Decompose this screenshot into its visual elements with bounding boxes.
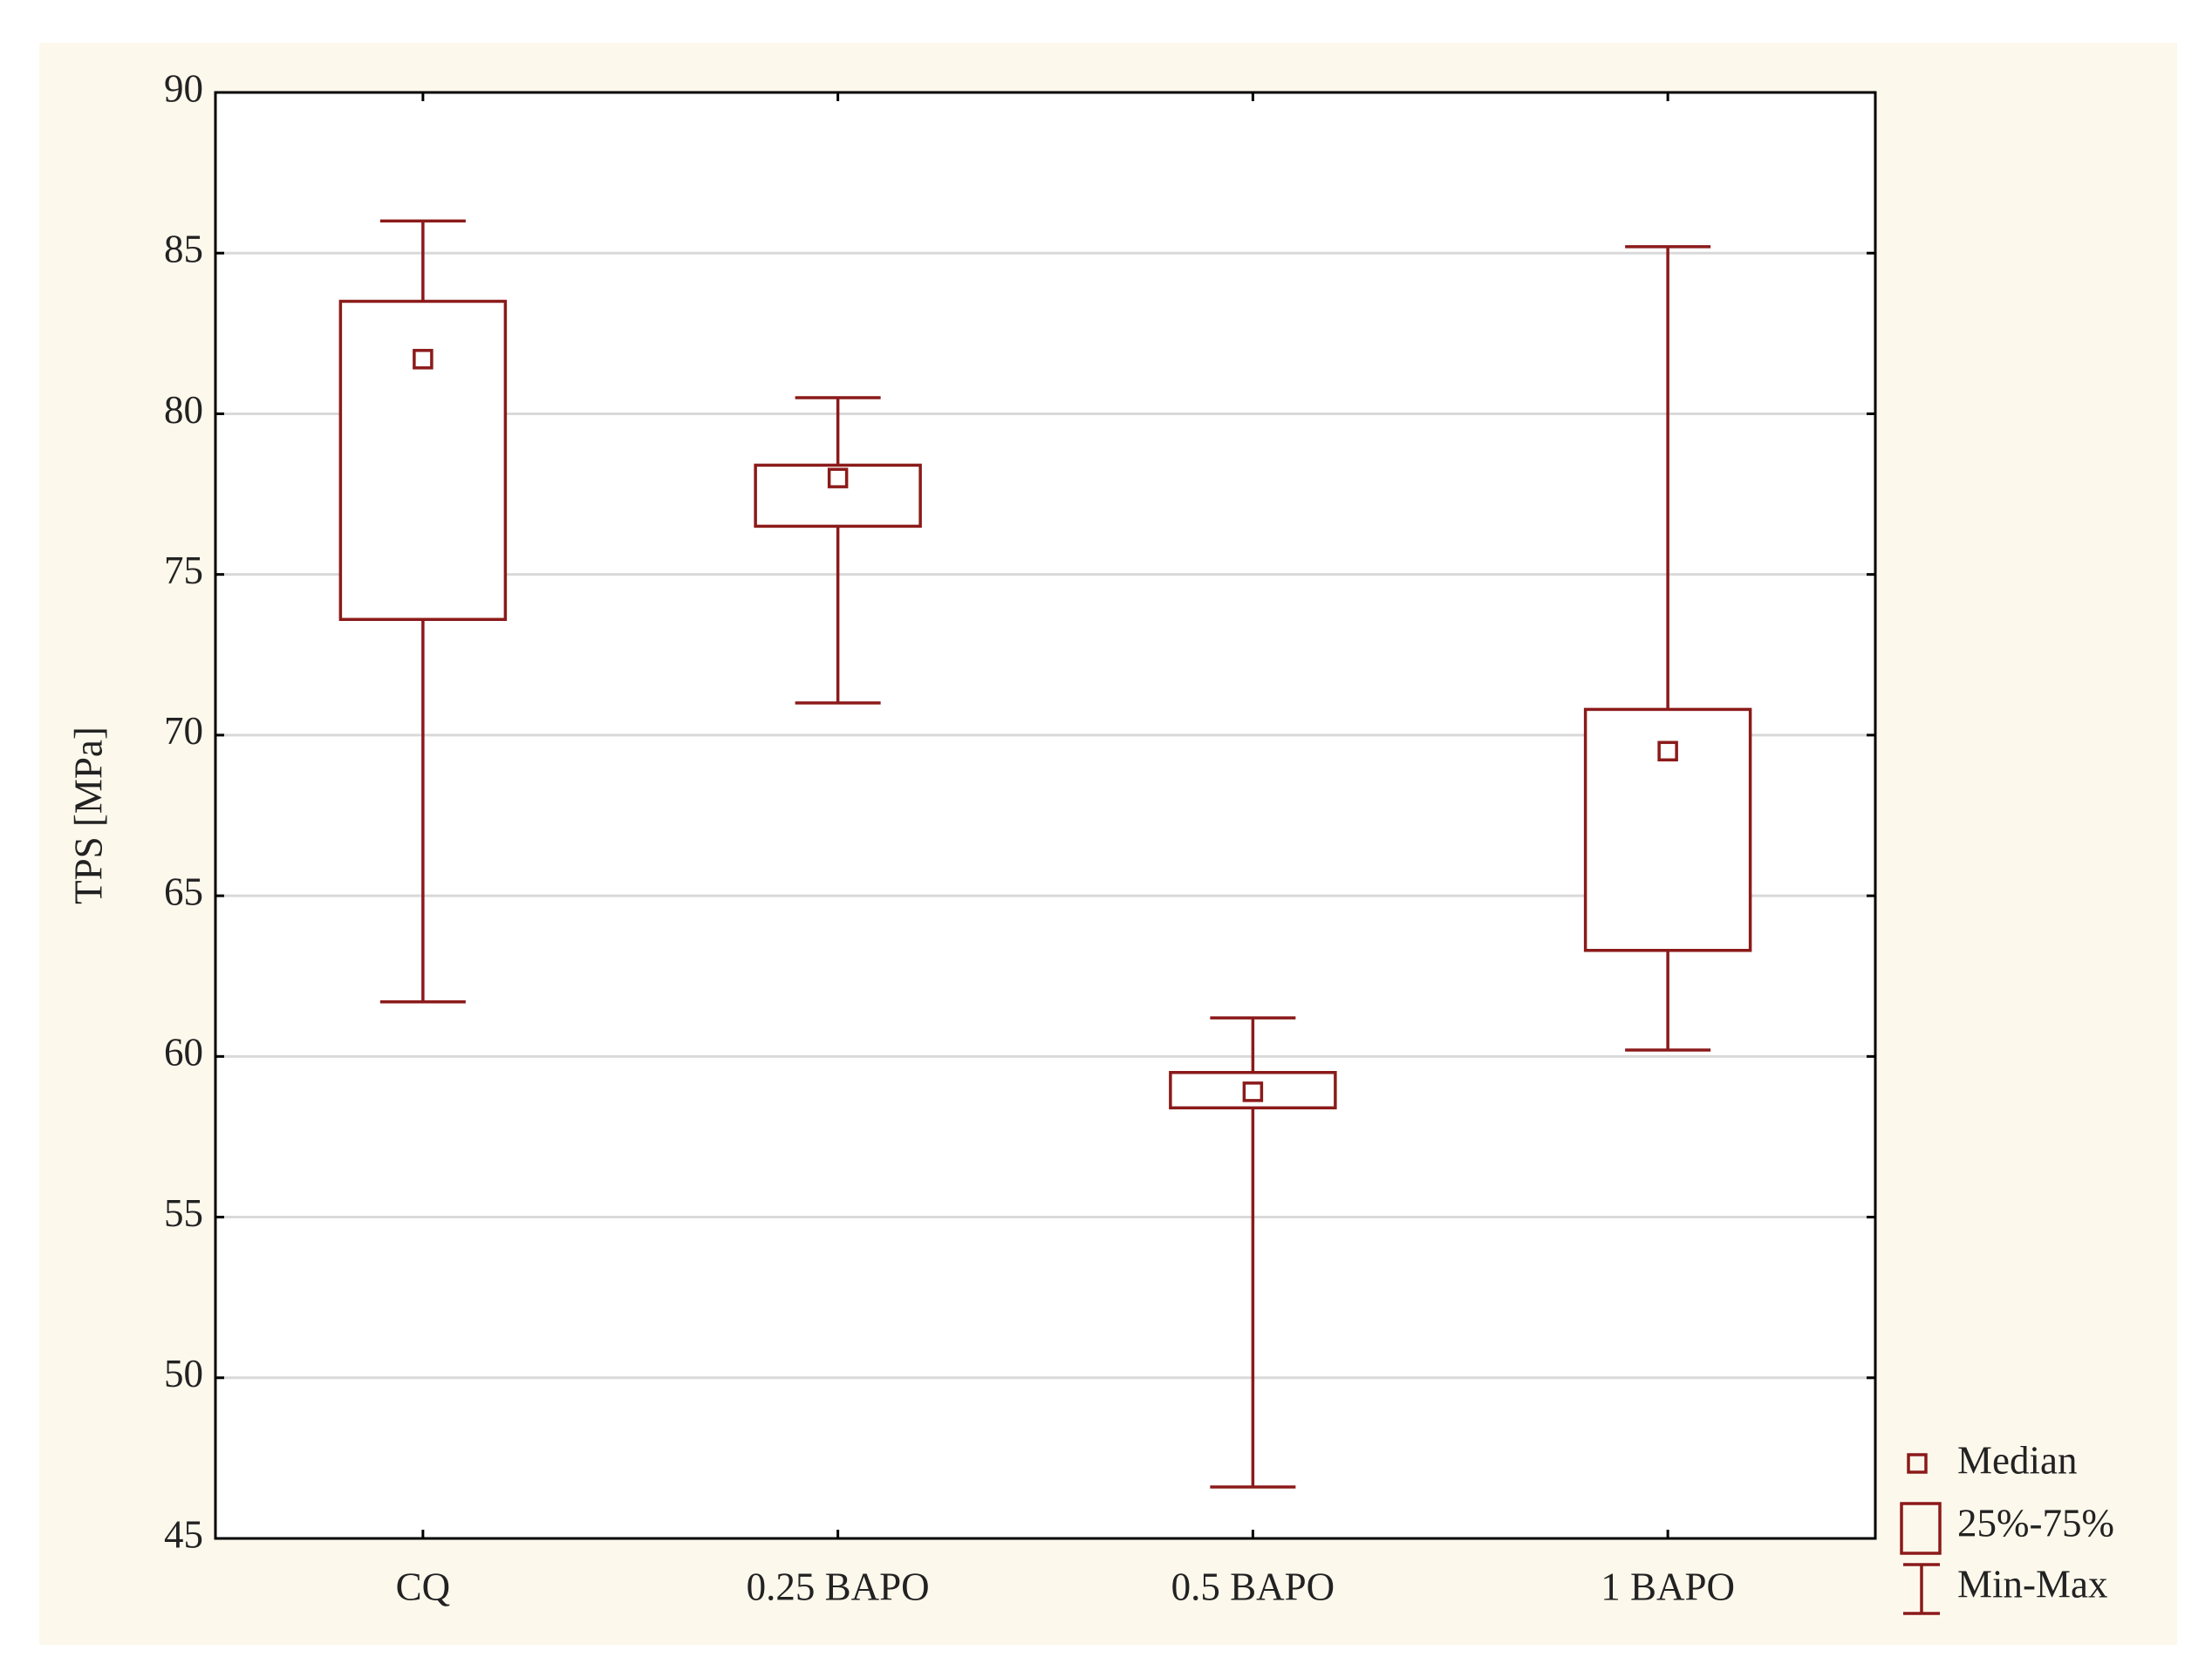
y-tick-label: 70: [164, 709, 203, 753]
median-marker: [1242, 1081, 1264, 1102]
median-marker: [413, 349, 434, 370]
y-axis-label: TPS [MPa]: [66, 726, 110, 904]
x-tick-label: 0.25 BAPO: [747, 1565, 930, 1608]
y-tick-label: 60: [164, 1031, 203, 1074]
legend-box-icon: [1900, 1502, 1942, 1555]
legend-label: Median: [1957, 1438, 2077, 1482]
median-marker: [1657, 740, 1678, 762]
y-tick-label: 90: [164, 66, 203, 110]
median-marker: [827, 467, 849, 488]
legend-median-icon: [1907, 1453, 1928, 1474]
x-tick-label: CQ: [396, 1565, 451, 1608]
legend-label: 25%-75%: [1957, 1501, 2114, 1545]
x-tick-label: 0.5 BAPO: [1171, 1565, 1335, 1608]
y-tick-label: 85: [164, 228, 203, 271]
y-tick-label: 80: [164, 388, 203, 432]
y-tick-label: 75: [164, 549, 203, 592]
y-tick-label: 50: [164, 1352, 203, 1395]
y-tick-label: 65: [164, 870, 203, 913]
x-tick-label: 1 BAPO: [1601, 1565, 1735, 1608]
plot-frame: [214, 91, 1877, 1540]
y-tick-label: 45: [164, 1512, 203, 1556]
y-tick-label: 55: [164, 1191, 203, 1235]
legend-label: Min-Max: [1957, 1562, 2108, 1606]
